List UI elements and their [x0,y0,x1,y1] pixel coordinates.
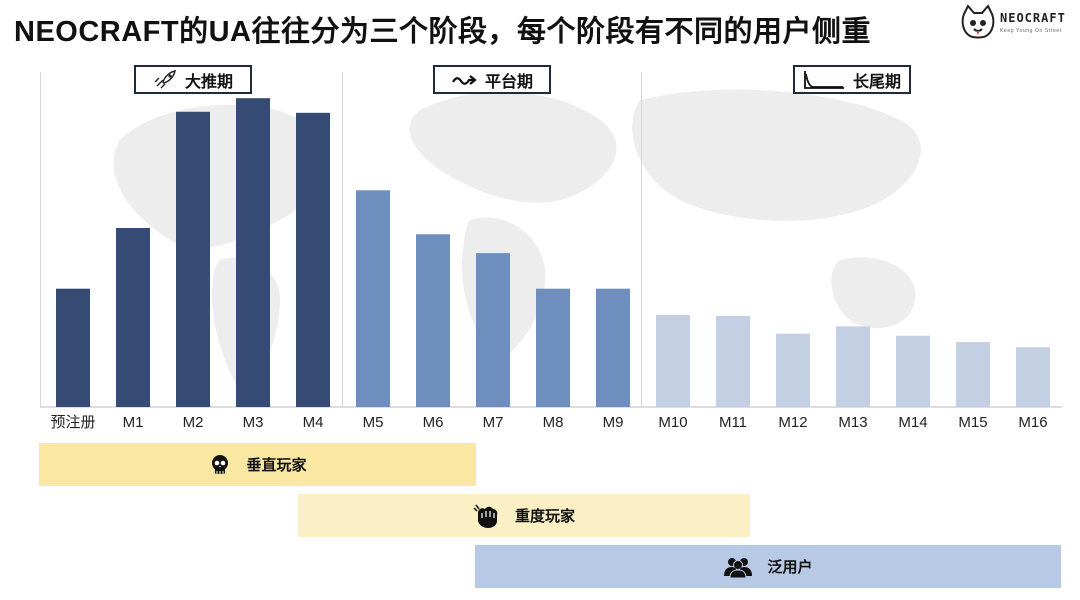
stage-divider [641,72,642,407]
logo-subtext: Keep Young On Street [1000,28,1062,34]
band-vertical-players: 垂直玩家 [39,443,476,486]
bar-M8 [536,288,570,407]
bar-M16 [1016,347,1050,407]
bar-M2 [176,111,210,407]
x-tick-label: M13 [838,414,867,431]
x-tick-label: M8 [543,414,564,431]
fist-icon [473,504,498,528]
bar-M4 [296,112,330,407]
x-tick-label: M16 [1018,414,1047,431]
bar-M14 [896,335,930,407]
x-tick-label: 预注册 [50,414,95,431]
stage-divider [342,72,343,407]
x-tick-label: M1 [123,414,144,431]
page-title: NEOCRAFT的UA往往分为三个阶段，每个阶段有不同的用户侧重 [14,16,871,48]
x-tick-label: M14 [898,414,927,431]
x-tick-label: M12 [778,414,807,431]
bar-M6 [416,234,450,407]
x-tick-label: M5 [363,414,384,431]
long-tail-icon [804,70,844,89]
stage-label: 平台期 [484,73,533,91]
chart-left-axis-line [40,72,41,407]
band-label: 重度玩家 [514,508,575,525]
bar-M13 [836,326,870,407]
bar-M11 [716,315,750,407]
band-label: 垂直玩家 [246,457,307,474]
x-tick-label: M10 [658,414,687,431]
band-general-users: 泛用户 [475,545,1061,588]
bar-M10 [656,314,690,407]
bar-M1 [116,227,150,407]
skull-icon [212,454,229,474]
bar-预注册 [56,288,90,407]
rocket-icon [154,69,176,88]
bar-M9 [596,288,630,407]
neocraft-logo [961,4,995,39]
x-tick-label: M6 [423,414,444,431]
x-tick-label: M4 [303,414,324,431]
stage-header-longtail: 长尾期 [793,65,911,94]
users-icon [724,557,753,578]
squiggle-arrow-icon [452,74,477,85]
bar-M12 [776,333,810,407]
x-tick-label: M9 [603,414,624,431]
x-tick-label: M15 [958,414,987,431]
bar-M3 [236,98,270,407]
x-tick-label: M7 [483,414,504,431]
bar-M7 [476,253,510,407]
stage-header-plateau: 平台期 [433,65,551,94]
x-tick-label: M2 [183,414,204,431]
stage-header-push: 大推期 [134,65,252,94]
logo-text: NEOCRAFT [1000,11,1066,25]
x-tick-label: M11 [719,414,747,431]
stage-label: 长尾期 [852,73,901,91]
bar-M15 [956,342,990,407]
band-hardcore-players: 重度玩家 [298,494,750,537]
x-tick-label: M3 [243,414,264,431]
bar-M5 [356,190,390,407]
band-label: 泛用户 [767,559,813,576]
stage-label: 大推期 [184,73,233,91]
